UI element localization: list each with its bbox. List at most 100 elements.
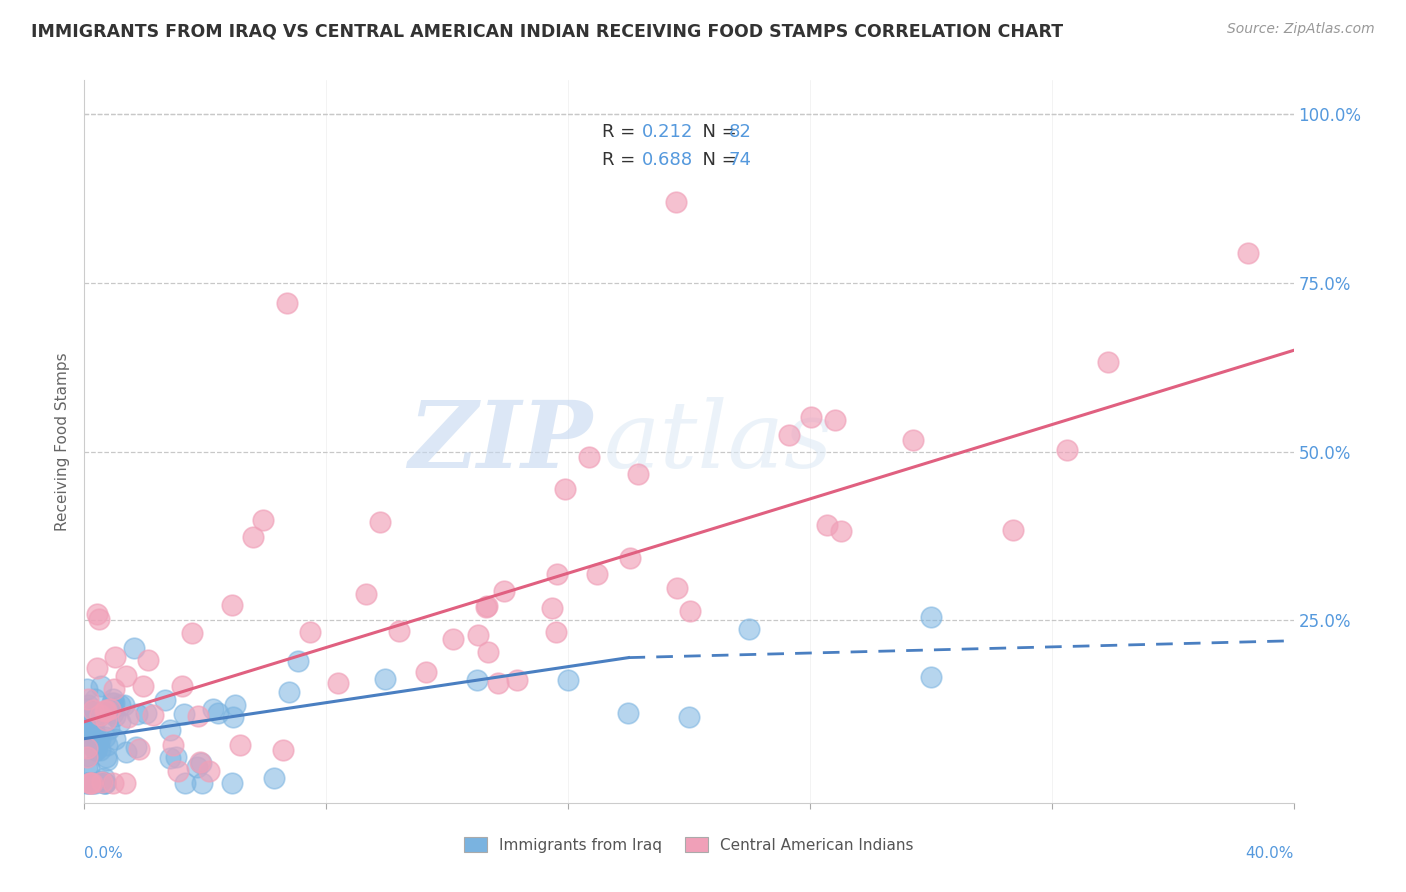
Point <box>328 675 350 690</box>
Point <box>415 665 437 680</box>
Text: 82: 82 <box>728 123 752 141</box>
Point <box>142 708 165 723</box>
Point <box>679 604 702 618</box>
Point <box>824 413 846 427</box>
Point <box>475 599 498 613</box>
Point <box>94 730 117 744</box>
Point <box>86 607 108 622</box>
Point <box>89 708 111 723</box>
Point <box>287 654 309 668</box>
Point <box>117 709 139 723</box>
Point <box>170 680 193 694</box>
Point <box>79 738 101 752</box>
Point <box>94 713 117 727</box>
Point <box>76 712 98 726</box>
Point <box>125 740 148 755</box>
Point <box>96 739 118 753</box>
Point <box>167 764 190 779</box>
Point <box>93 775 115 789</box>
Point <box>83 692 105 706</box>
Point <box>77 692 100 706</box>
Text: 74: 74 <box>728 152 752 169</box>
Point <box>153 693 176 707</box>
Point <box>467 673 489 687</box>
Point <box>94 704 117 718</box>
Text: 0.688: 0.688 <box>641 152 693 169</box>
Point <box>94 750 117 764</box>
Point <box>79 775 101 789</box>
Point <box>87 612 110 626</box>
Point <box>104 650 127 665</box>
Text: Source: ZipAtlas.com: Source: ZipAtlas.com <box>1227 22 1375 37</box>
Point <box>101 696 124 710</box>
Point <box>738 622 761 636</box>
Point <box>388 624 411 639</box>
Point <box>112 698 135 712</box>
Point <box>188 755 211 769</box>
Point <box>76 750 98 764</box>
Point <box>103 681 125 696</box>
Point <box>190 756 212 770</box>
Point <box>76 740 98 755</box>
Point <box>76 775 98 789</box>
Point <box>165 749 187 764</box>
Point <box>224 698 246 712</box>
Point <box>263 771 285 785</box>
Point <box>77 761 100 775</box>
Point <box>89 731 111 746</box>
Point <box>108 714 131 729</box>
Point <box>368 515 391 529</box>
Text: 40.0%: 40.0% <box>1246 847 1294 861</box>
Point <box>173 775 195 789</box>
Point <box>103 775 125 789</box>
Legend: Immigrants from Iraq, Central American Indians: Immigrants from Iraq, Central American I… <box>457 829 921 860</box>
Point <box>79 775 101 789</box>
Point <box>159 723 181 737</box>
Point <box>77 726 100 740</box>
Point <box>76 734 98 748</box>
Point <box>198 764 221 778</box>
Point <box>79 723 101 737</box>
Point <box>76 698 98 713</box>
Point <box>221 775 243 789</box>
Point <box>115 669 138 683</box>
Point <box>221 598 243 612</box>
Point <box>83 735 105 749</box>
Point <box>104 709 127 723</box>
Point <box>1001 523 1024 537</box>
Point <box>135 706 157 720</box>
Point <box>87 710 110 724</box>
Point <box>80 706 103 720</box>
Point <box>180 626 202 640</box>
Point <box>354 587 377 601</box>
Point <box>252 513 274 527</box>
Point <box>82 716 104 731</box>
Point <box>186 760 208 774</box>
Point <box>546 566 568 581</box>
Point <box>374 673 396 687</box>
Point <box>187 708 209 723</box>
Point <box>98 722 121 736</box>
Point <box>242 530 264 544</box>
Point <box>94 775 117 789</box>
Point <box>115 745 138 759</box>
Point <box>114 775 136 789</box>
Point <box>125 706 148 721</box>
Point <box>94 705 117 719</box>
Point <box>441 632 464 646</box>
Text: IMMIGRANTS FROM IRAQ VS CENTRAL AMERICAN INDIAN RECEIVING FOOD STAMPS CORRELATIO: IMMIGRANTS FROM IRAQ VS CENTRAL AMERICAN… <box>31 22 1063 40</box>
Text: R =: R = <box>602 123 641 141</box>
Point <box>627 467 650 481</box>
Point <box>278 685 301 699</box>
Point <box>298 625 321 640</box>
Point <box>173 707 195 722</box>
Point <box>96 753 118 767</box>
Point <box>1097 355 1119 369</box>
Point <box>159 751 181 765</box>
Point <box>578 450 600 464</box>
Point <box>110 698 132 713</box>
Point <box>122 640 145 655</box>
Point <box>506 673 529 688</box>
Point <box>84 728 107 742</box>
Point <box>494 583 516 598</box>
